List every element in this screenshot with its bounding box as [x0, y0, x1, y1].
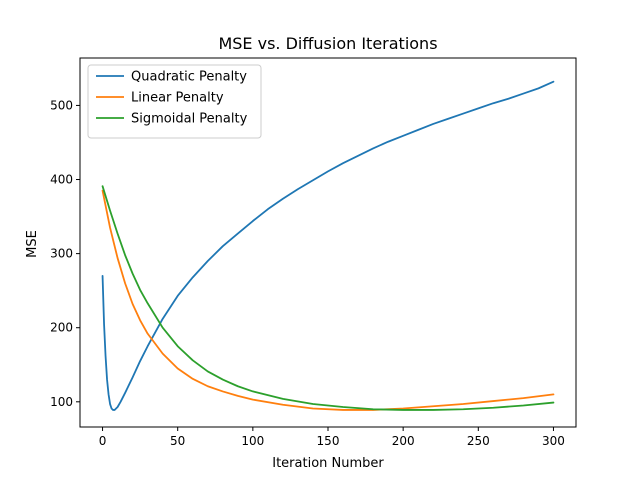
x-tick-label: 0: [99, 434, 107, 448]
legend-box: [87, 64, 262, 139]
ticks-layer: 0 50 100 150 200 250 300 100 200 300 400 500: [50, 98, 565, 448]
x-tick-label: 250: [467, 434, 490, 448]
y-tick-label: 300: [50, 247, 73, 261]
y-tick-label: 100: [50, 395, 73, 409]
series-line-3: [101, 185, 555, 411]
legend-label: Sigmoidal Penalty: [131, 112, 248, 127]
y-tick-label: 500: [50, 98, 73, 112]
y-tick-label: 200: [50, 321, 73, 335]
series-line-2: [101, 189, 555, 411]
legend: Quadratic Penalty Linear Penalty Sigmoidal…: [87, 64, 262, 139]
x-axis-label: Iteration Number: [272, 456, 384, 471]
y-tick-label: 400: [50, 173, 73, 187]
x-tick-label: 150: [317, 434, 340, 448]
x-tick-label: 100: [241, 434, 264, 448]
chart-title: MSE vs. Diffusion Iterations: [218, 34, 437, 53]
x-tick-label: 50: [170, 434, 185, 448]
series-line-1: [101, 80, 555, 411]
x-tick-label: 300: [542, 434, 565, 448]
y-axis-label: MSE: [25, 230, 40, 258]
x-tick-label: 200: [392, 434, 415, 448]
plot-layer: [101, 80, 555, 411]
legend-label: Linear Penalty: [131, 91, 224, 106]
legend-label: Quadratic Penalty: [131, 70, 247, 85]
plot-frame: [79, 57, 577, 428]
